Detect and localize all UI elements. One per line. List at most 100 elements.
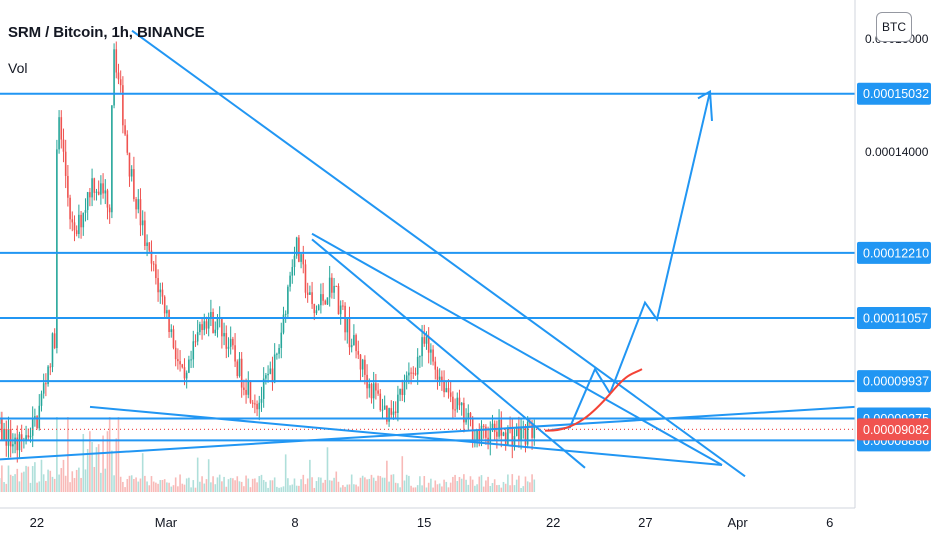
candle-body (408, 373, 410, 376)
volume-bar (498, 485, 500, 492)
volume-bar (80, 478, 82, 492)
candle-body (448, 388, 450, 392)
candle-body (168, 310, 170, 332)
trendline-support-flat[interactable] (90, 407, 722, 465)
candle-body (148, 243, 150, 251)
volume-bar (509, 485, 511, 492)
volume-bar (56, 417, 58, 492)
volume-bar (379, 476, 381, 492)
volume-bar (492, 483, 494, 492)
volume-bar (465, 480, 467, 492)
candle-body (344, 306, 346, 333)
trendline-ascending[interactable] (0, 407, 855, 459)
candle-body (170, 329, 172, 332)
volume-bar (489, 486, 491, 492)
volume-bar (166, 482, 168, 492)
volume-bar (241, 482, 243, 492)
volume-bar (8, 466, 10, 492)
currency-badge[interactable]: BTC (876, 12, 912, 42)
candle-body (397, 395, 399, 413)
volume-bar (274, 477, 276, 492)
candle-body (252, 403, 254, 404)
candle-body (135, 199, 137, 209)
candle-body (300, 254, 302, 262)
volume-bar (443, 480, 445, 492)
candle-body (131, 169, 133, 176)
volume-bar (267, 488, 269, 492)
candle-body (49, 367, 51, 368)
candle-body (531, 423, 533, 437)
time-axis-tick-label: Apr (727, 515, 748, 530)
candle-body (217, 318, 219, 330)
candle-body (287, 287, 289, 314)
candle-body (124, 125, 126, 134)
volume-bar (78, 468, 80, 492)
candle-body (331, 278, 333, 293)
volume-bar (283, 486, 285, 492)
candle-body (318, 305, 320, 310)
volume-bar (162, 480, 164, 492)
candle-body (443, 382, 445, 393)
candle-body (76, 230, 78, 234)
drawings[interactable] (0, 31, 855, 477)
volume-bar (250, 487, 252, 492)
volume-bar (522, 486, 524, 492)
volume-bar (351, 475, 353, 492)
candle-body (58, 117, 60, 149)
candle-body (327, 297, 329, 304)
candle-body (21, 434, 23, 440)
volume-bar (441, 486, 443, 492)
volume-bar (401, 456, 403, 492)
volume-bar (397, 483, 399, 492)
volume-bar (419, 476, 421, 492)
volume-bar (390, 475, 392, 492)
candle-body (126, 135, 128, 153)
price-level-label: 0.00009937 (863, 375, 929, 389)
candle-body (265, 375, 267, 378)
volume-bar (324, 480, 326, 492)
volume-bar (408, 476, 410, 492)
candle-body (43, 383, 45, 393)
volume-bar (349, 484, 351, 492)
volume-bar (27, 467, 29, 492)
volume-bar (177, 486, 179, 492)
volume-bar (1, 465, 3, 492)
trendline-descending-steep[interactable] (312, 239, 585, 467)
volume-indicator-label[interactable]: Vol (8, 60, 27, 76)
candle-body (353, 335, 355, 345)
volume-bar (357, 486, 359, 492)
candle-body (377, 390, 379, 393)
candle-body (206, 321, 208, 328)
volume-bar (353, 484, 355, 492)
candle-body (417, 357, 419, 375)
candle-body (481, 426, 483, 440)
volume-bar (60, 468, 62, 492)
volume-bar (188, 478, 190, 492)
time-axis-tick-label: 15 (417, 515, 431, 530)
candle-body (467, 413, 469, 418)
volume-bar (421, 485, 423, 492)
volume-bar (98, 444, 100, 492)
volume-bar (124, 487, 126, 492)
candle-body (197, 332, 199, 341)
volume-bar (313, 488, 315, 492)
volume-bar (245, 476, 247, 492)
volume-bar (197, 458, 199, 492)
candle-body (459, 398, 461, 406)
volume-bar (21, 473, 23, 492)
candle-body (476, 430, 478, 440)
volume-bar (406, 475, 408, 492)
volume-bar (340, 487, 342, 492)
candle-body (25, 435, 27, 440)
volume-bar (485, 480, 487, 492)
volume-bar (170, 487, 172, 492)
candle-body (113, 49, 115, 105)
candle-body (494, 424, 496, 432)
volume-bar (434, 480, 436, 492)
candle-body (100, 183, 102, 194)
candle-body (445, 388, 447, 392)
volume-bar (43, 474, 45, 492)
candle-body (309, 292, 311, 295)
